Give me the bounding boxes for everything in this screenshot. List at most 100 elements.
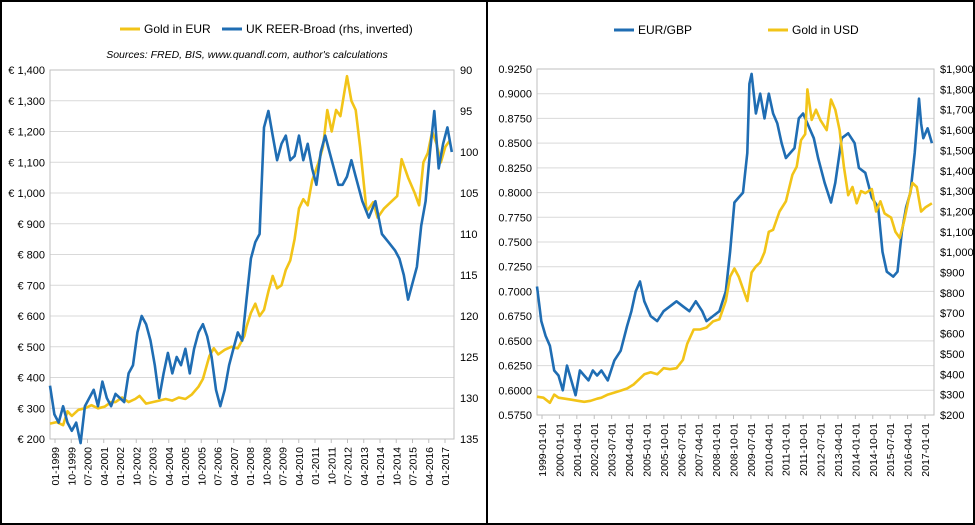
x-tick-label: 10-2014 <box>391 447 403 486</box>
y-right-tick-label: $1,600 <box>940 125 973 137</box>
y-right-tick-label: 120 <box>460 311 478 323</box>
right-chart: EUR/GBP Gold in USD 0.5750 0.6000 0.6250 0.… <box>498 23 973 477</box>
x-tick-label: 07-2012 <box>343 447 355 486</box>
y-left-tick-label: 0.9250 <box>498 64 532 76</box>
y-right-tick-label: 105 <box>460 188 478 200</box>
x-tick-label: 07-2003 <box>148 447 160 486</box>
series-line-gold-in-eur <box>49 74 451 427</box>
left-chart-panel: Gold in EUR UK REER-Broad (rhs, inverted… <box>0 0 488 525</box>
right-legend: EUR/GBP Gold in USD <box>614 23 859 37</box>
y-left-tick-label: € 1,000 <box>8 188 45 200</box>
y-left-tick-label: 0.7250 <box>498 262 532 274</box>
x-tick-label: 01-2005 <box>180 447 192 486</box>
y-left-tick-label: 0.6500 <box>498 336 532 348</box>
y-left-tick-label: 0.7000 <box>498 286 532 298</box>
x-tick-label: 1999-01-01 <box>537 423 549 477</box>
x-tick-label: 01-2011 <box>310 447 322 485</box>
x-tick-label: 2006-07-01 <box>676 423 688 477</box>
y-left-tick-label: 0.6750 <box>498 311 532 323</box>
x-tick-label: 2008-10-01 <box>729 423 741 477</box>
y-right-tick-label: $800 <box>940 288 964 300</box>
x-tick-label: 04-2010 <box>294 447 306 486</box>
y-right-tick-label: 115 <box>460 270 478 282</box>
x-tick-label: 2010-04-01 <box>763 423 775 477</box>
y-right-tick-label: $1,700 <box>940 105 973 117</box>
x-tick-label: 10-2011 <box>326 447 338 485</box>
x-tick-label: 2009-07-01 <box>746 423 758 477</box>
legend-label-gold-eur: Gold in EUR <box>144 22 211 36</box>
legend-label-gold-usd: Gold in USD <box>792 23 859 37</box>
y-left-tick-label: 0.6000 <box>498 385 532 397</box>
y-left-tick-label: 0.8000 <box>498 188 532 200</box>
y-right-tick-label: 130 <box>460 393 478 405</box>
x-tick-label: 2016-04-01 <box>903 423 915 477</box>
x-tick-label: 2011-01-01 <box>781 423 793 476</box>
x-tick-label: 2013-04-01 <box>833 423 845 477</box>
y-right-tick-label: $200 <box>940 410 964 422</box>
y-right-tick-label: $400 <box>940 369 964 381</box>
y-right-tick-label: 100 <box>460 147 478 159</box>
y-right-tick-label: $1,500 <box>940 145 973 157</box>
y-left-tick-label: 0.7500 <box>498 237 532 249</box>
x-tick-label: 01-1999 <box>50 447 62 486</box>
y-left-tick-label: € 200 <box>17 434 45 446</box>
y-right-tick-label: $300 <box>940 390 964 402</box>
y-left-tick-label: € 600 <box>17 311 45 323</box>
x-tick-label: 2014-10-01 <box>868 423 880 477</box>
chart-source-note: Sources: FRED, BIS, www.quandl.com, auth… <box>106 49 388 61</box>
y-right-tick-label: 90 <box>460 65 472 77</box>
x-tick-label: 01-2014 <box>375 447 387 486</box>
x-tick-label: 07-2015 <box>408 447 420 486</box>
left-chart: Gold in EUR UK REER-Broad (rhs, inverted… <box>8 22 478 486</box>
legend-label-eurgbp: EUR/GBP <box>638 23 692 37</box>
y-left-tick-label: € 800 <box>17 250 45 262</box>
y-gridlines <box>537 68 934 416</box>
x-tick-label: 01-2017 <box>440 447 452 486</box>
y-left-tick-label: € 500 <box>17 342 45 354</box>
x-tick-label: 01-2002 <box>115 447 127 486</box>
x-tick-label: 10-1999 <box>66 447 78 486</box>
y-left-tick-label: € 1,300 <box>8 96 45 108</box>
y-right-tick-label: $700 <box>940 308 964 320</box>
x-tick-label: 2015-07-01 <box>885 423 897 477</box>
x-tick-label: 2014-01-01 <box>850 423 862 477</box>
x-tick-label: 2007-04-01 <box>694 423 706 477</box>
left-legend: Gold in EUR UK REER-Broad (rhs, inverted… <box>120 22 413 36</box>
y-left-tick-label: € 700 <box>17 280 45 292</box>
y-right-tick-label: $1,400 <box>940 166 973 178</box>
x-tick-label: 2003-07-01 <box>607 423 619 477</box>
x-tick-label: 04-2013 <box>359 447 371 486</box>
x-tick-label: 2005-01-01 <box>641 423 653 477</box>
x-tick-label: 2008-01-01 <box>711 423 723 477</box>
x-tick-label: 07-2006 <box>213 447 225 486</box>
y-right-tick-label: $1,900 <box>940 64 973 76</box>
y-left-tick-label: € 1,200 <box>8 127 45 139</box>
series-line-gold-in-usd <box>536 88 933 405</box>
plot-area-frame <box>536 68 935 416</box>
y-left-tick-label: € 400 <box>17 373 45 385</box>
plot-area-frame <box>49 69 455 440</box>
x-tick-label: 2012-07-01 <box>816 423 828 477</box>
y-right-tick-label: 110 <box>460 229 478 241</box>
y-left-tick-label: 0.8250 <box>498 163 532 175</box>
x-tick-label: 2004-04-01 <box>624 423 636 477</box>
x-tick-label: 2002-01-01 <box>589 423 601 477</box>
y-left-tick-label: 0.8500 <box>498 138 532 150</box>
right-chart-panel: EUR/GBP Gold in USD 0.5750 0.6000 0.6250 0.… <box>486 0 975 525</box>
x-tick-label: 10-2002 <box>131 447 143 486</box>
x-tick-label: 07-2009 <box>278 447 290 486</box>
legend-label-uk-reer: UK REER-Broad (rhs, inverted) <box>246 22 413 36</box>
y-left-tick-label: 0.5750 <box>498 410 532 422</box>
y-left-tick-label: € 900 <box>17 219 45 231</box>
y-left-tick-label: 0.7750 <box>498 212 532 224</box>
x-tick-label: 04-2004 <box>164 447 176 486</box>
y-right-tick-label: $1,300 <box>940 186 973 198</box>
x-tick-label: 2001-04-01 <box>572 423 584 477</box>
y-right-tick-label: $1,100 <box>940 227 973 239</box>
y-left-tick-label: 0.8750 <box>498 113 532 125</box>
y-right-tick-label: 135 <box>460 434 478 446</box>
series-line-uk-reer-broad-rhs-inverted <box>48 109 454 445</box>
y-left-tick-label: € 1,100 <box>8 157 45 169</box>
y-gridlines <box>50 69 454 440</box>
y-right-tick-label: 125 <box>460 352 478 364</box>
